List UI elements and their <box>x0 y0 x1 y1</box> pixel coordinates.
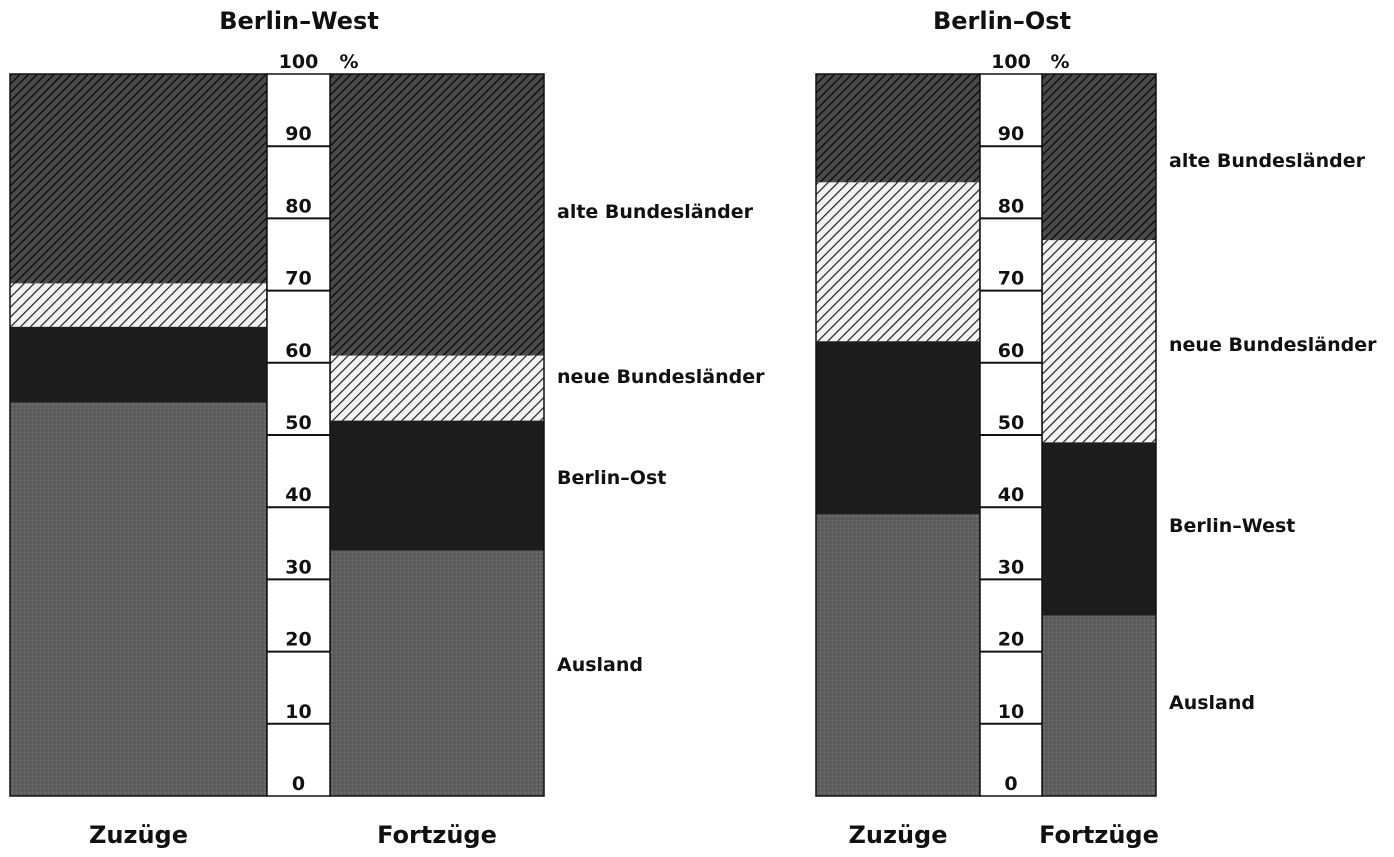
panel-1-title: Berlin–West <box>219 7 379 35</box>
panel-1-tick-label-70: 70 <box>285 268 311 290</box>
panel-1-category-label-fortzuege: Fortzüge <box>377 821 497 849</box>
panel-1-bar-fortzuege-neue-bundeslaender <box>330 355 544 421</box>
panel-2-bar-zuzuege-alte-bundeslaender <box>816 74 980 183</box>
panel-2-category-label-zuzuege: Zuzüge <box>849 821 948 849</box>
panel-1-tick-label-40: 40 <box>285 484 311 506</box>
panel-2-series-label-ausland: Ausland <box>1169 692 1255 714</box>
panel-1-series-label-ausland: Ausland <box>557 654 643 676</box>
panel-1-bar-zuzuege-neue-bundeslaender <box>10 283 267 327</box>
panel-2-tick-label-0: 0 <box>1004 773 1017 795</box>
panel-1-series-label-alte-bundeslaender: alte Bundesländer <box>557 201 754 223</box>
panel-2-bar-fortzuege-alte-bundeslaender <box>1042 74 1156 241</box>
panel-1-unit-label: % <box>339 51 358 73</box>
panel-1-bar-zuzuege-alte-bundeslaender <box>10 74 267 284</box>
panel-1-tick-label-20: 20 <box>285 629 311 651</box>
panel-2-tick-label-40: 40 <box>998 484 1024 506</box>
panel-2-series-label-neue-bundeslaender: neue Bundesländer <box>1169 334 1377 356</box>
panel-1-series-label-berlin-ost: Berlin–Ost <box>557 467 666 489</box>
panel-2-bar-zuzuege-ausland <box>816 514 980 796</box>
panel-1-category-label-zuzuege: Zuzüge <box>89 821 188 849</box>
panel-2-bar-fortzuege-neue-bundeslaender <box>1042 240 1156 443</box>
panel-2-title: Berlin–Ost <box>933 7 1071 35</box>
panel-1-tick-label-50: 50 <box>285 412 311 434</box>
panel-2-tick-label-50: 50 <box>998 412 1024 434</box>
panel-1-bar-fortzuege-berlin-ost <box>330 420 544 551</box>
panel-2-bar-zuzuege-neue-bundeslaender <box>816 182 980 342</box>
panel-2-bar-fortzuege-berlin-west <box>1042 442 1156 616</box>
panel-2-unit-label: % <box>1050 51 1069 73</box>
panel-1-tick-label-10: 10 <box>285 701 311 723</box>
panel-1-bar-zuzuege-berlin-ost <box>10 326 267 403</box>
panel-2-series-label-alte-bundeslaender: alte Bundesländer <box>1169 150 1366 172</box>
panel-2-tick-label-30: 30 <box>998 556 1024 578</box>
panel-1-tick-label-100: 100 <box>279 51 319 73</box>
panel-1-tick-label-30: 30 <box>285 556 311 578</box>
panel-2-bar-zuzuege-berlin-west <box>816 341 980 515</box>
panel-1-bar-zuzuege-ausland <box>10 402 267 796</box>
panel-2-tick-label-100: 100 <box>991 51 1031 73</box>
panel-2-tick-label-20: 20 <box>998 629 1024 651</box>
panel-2-tick-label-90: 90 <box>998 123 1024 145</box>
panel-1-bar-fortzuege-alte-bundeslaender <box>330 74 544 356</box>
panel-2-bar-fortzuege-ausland <box>1042 615 1156 796</box>
panel-2-series-label-berlin-west: Berlin–West <box>1169 515 1295 537</box>
panel-1-tick-label-80: 80 <box>285 195 311 217</box>
panel-2-tick-label-10: 10 <box>998 701 1024 723</box>
panel-1-bar-fortzuege-ausland <box>330 550 544 796</box>
panel-1-series-label-neue-bundeslaender: neue Bundesländer <box>557 366 765 388</box>
panel-2-tick-label-70: 70 <box>998 268 1024 290</box>
panel-2-tick-label-80: 80 <box>998 195 1024 217</box>
panel-2-category-label-fortzuege: Fortzüge <box>1039 821 1159 849</box>
panel-2-tick-label-60: 60 <box>998 340 1024 362</box>
panel-1-tick-label-0: 0 <box>292 773 305 795</box>
panel-1-tick-label-60: 60 <box>285 340 311 362</box>
panel-1-tick-label-90: 90 <box>285 123 311 145</box>
